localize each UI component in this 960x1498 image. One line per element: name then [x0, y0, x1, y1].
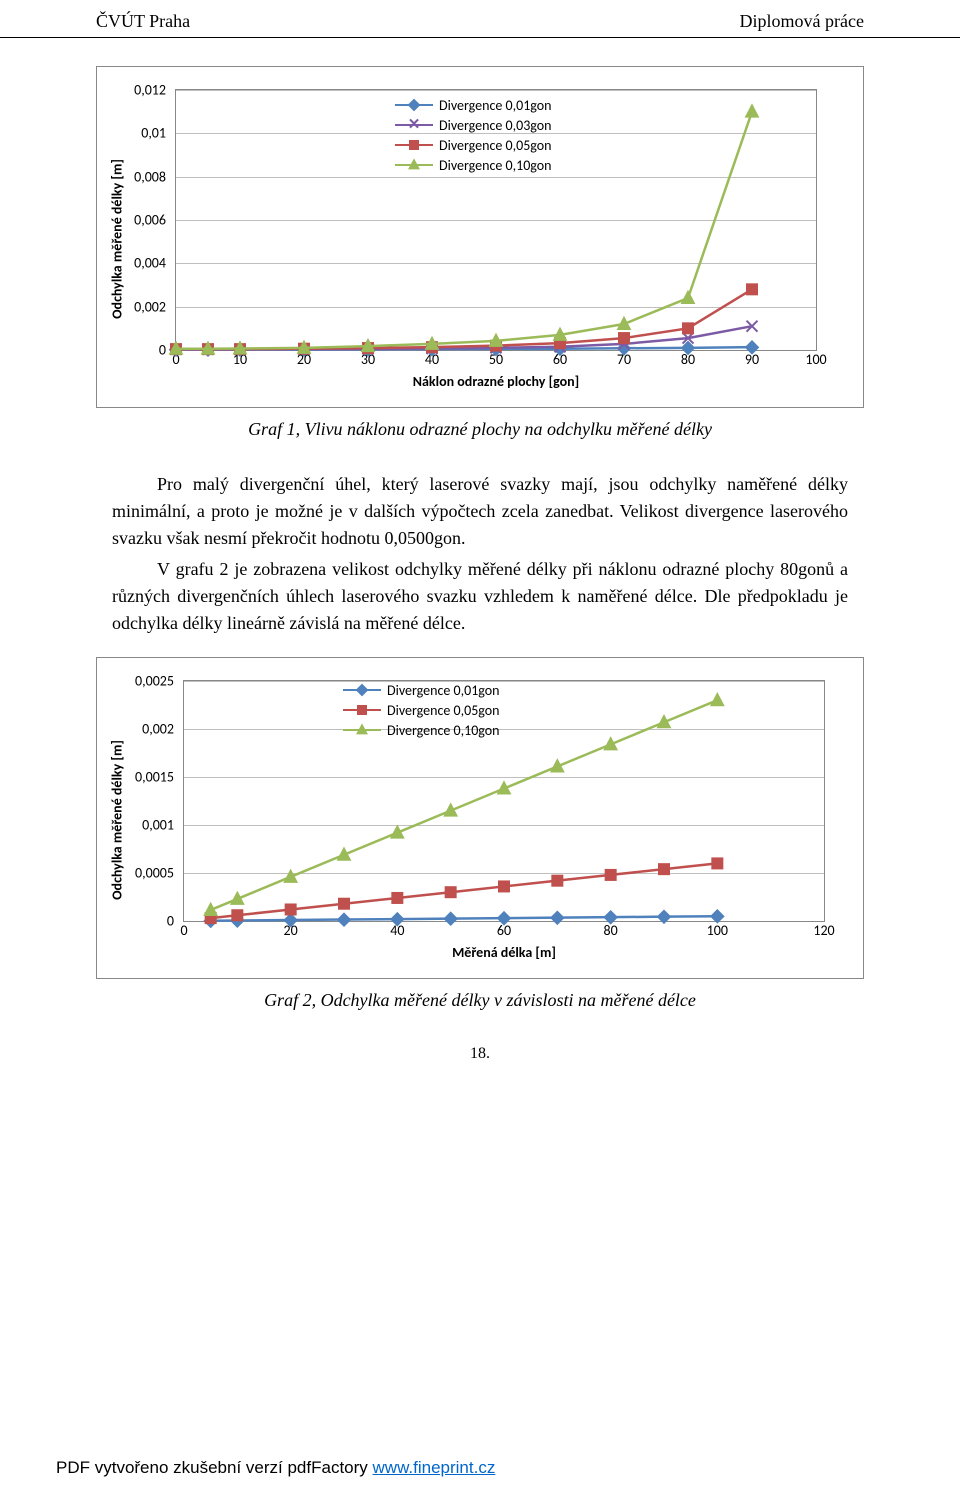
paragraph-1: Pro malý divergenční úhel, který laserov… — [112, 471, 848, 552]
ytick-label: 0 — [167, 911, 174, 932]
legend-label: Divergence 0,10gon — [387, 720, 500, 741]
legend-label: Divergence 0,01gon — [387, 680, 500, 701]
xtick-label: 100 — [805, 349, 826, 370]
ytick-label: 0,001 — [142, 815, 174, 836]
legend-label: Divergence 0,01gon — [439, 95, 552, 116]
chart-xlabel: Měřená délka [m] — [452, 942, 556, 963]
legend-item: Divergence 0,05gon — [343, 700, 500, 720]
footer-link[interactable]: www.fineprint.cz — [373, 1458, 496, 1477]
chart2-container: Odchylka měřené délky [m] 0 0,0005 0,001 0,… — [96, 657, 864, 979]
chart-legend: Divergence 0,01gonDivergence 0,05gonDive… — [343, 680, 500, 740]
ytick-label: 0,0005 — [135, 863, 174, 884]
ytick-label: 0,002 — [142, 719, 174, 740]
ytick-label: 0,004 — [134, 253, 166, 274]
chart1-container: Odchylka měřené délky [m] 0 0,002 0,004 0,0… — [96, 66, 864, 408]
body-text: Pro malý divergenční úhel, který laserov… — [112, 471, 848, 637]
header-left: ČVÚT Praha — [96, 8, 190, 35]
ytick-label: 0,006 — [134, 210, 166, 231]
page-header: ČVÚT Praha Diplomová práce — [0, 0, 960, 38]
legend-item: Divergence 0,01gon — [395, 95, 552, 115]
chart1-ylabel: Odchylka měřené délky [m] — [107, 159, 128, 319]
legend-label: Divergence 0,05gon — [439, 135, 552, 156]
page-number: 18. — [0, 1042, 960, 1066]
chart1-caption: Graf 1, Vlivu náklonu odrazné plochy na … — [0, 416, 960, 443]
ytick-label: 0,0015 — [135, 767, 174, 788]
legend-label: Divergence 0,03gon — [439, 115, 552, 136]
header-right: Diplomová práce — [740, 8, 864, 35]
ytick-label: 0 — [159, 340, 166, 361]
ytick-label: 0,01 — [141, 123, 166, 144]
page: ČVÚT Praha Diplomová práce Odchylka měře… — [0, 0, 960, 1498]
legend-item: Divergence 0,01gon — [343, 680, 500, 700]
footer: PDF vytvořeno zkušební verzí pdfFactory … — [56, 1455, 495, 1481]
ytick-label: 0,0025 — [135, 671, 174, 692]
legend-label: Divergence 0,05gon — [387, 700, 500, 721]
legend-item: Divergence 0,10gon — [395, 155, 552, 175]
footer-text: PDF vytvořeno zkušební verzí pdfFactory — [56, 1458, 373, 1477]
chart1: Odchylka měřené délky [m] 0 0,002 0,004 0,0… — [105, 79, 855, 399]
chart2-ylabel: Odchylka měřené délky [m] — [107, 740, 128, 900]
xtick-label: 120 — [813, 920, 834, 941]
paragraph-2: V grafu 2 je zobrazena velikost odchylky… — [112, 556, 848, 637]
ytick-label: 0,002 — [134, 296, 166, 317]
legend-item: Divergence 0,10gon — [343, 720, 500, 740]
legend-item: ✕Divergence 0,03gon — [395, 115, 552, 135]
chart-legend: Divergence 0,01gon✕Divergence 0,03gonDiv… — [395, 95, 552, 175]
chart2-caption: Graf 2, Odchylka měřené délky v závislos… — [0, 987, 960, 1014]
legend-label: Divergence 0,10gon — [439, 155, 552, 176]
xtick-label: 0 — [180, 920, 187, 941]
ytick-label: 0,012 — [134, 80, 166, 101]
ytick-label: 0,008 — [134, 166, 166, 187]
chart2: Odchylka měřené délky [m] 0 0,0005 0,001 0,… — [105, 670, 855, 970]
legend-item: Divergence 0,05gon — [395, 135, 552, 155]
chart-xlabel: Náklon odrazné plochy [gon] — [413, 371, 579, 392]
